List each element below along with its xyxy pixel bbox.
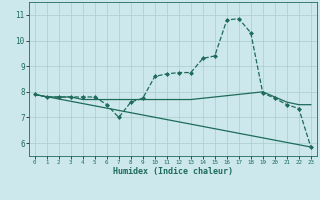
X-axis label: Humidex (Indice chaleur): Humidex (Indice chaleur) <box>113 167 233 176</box>
